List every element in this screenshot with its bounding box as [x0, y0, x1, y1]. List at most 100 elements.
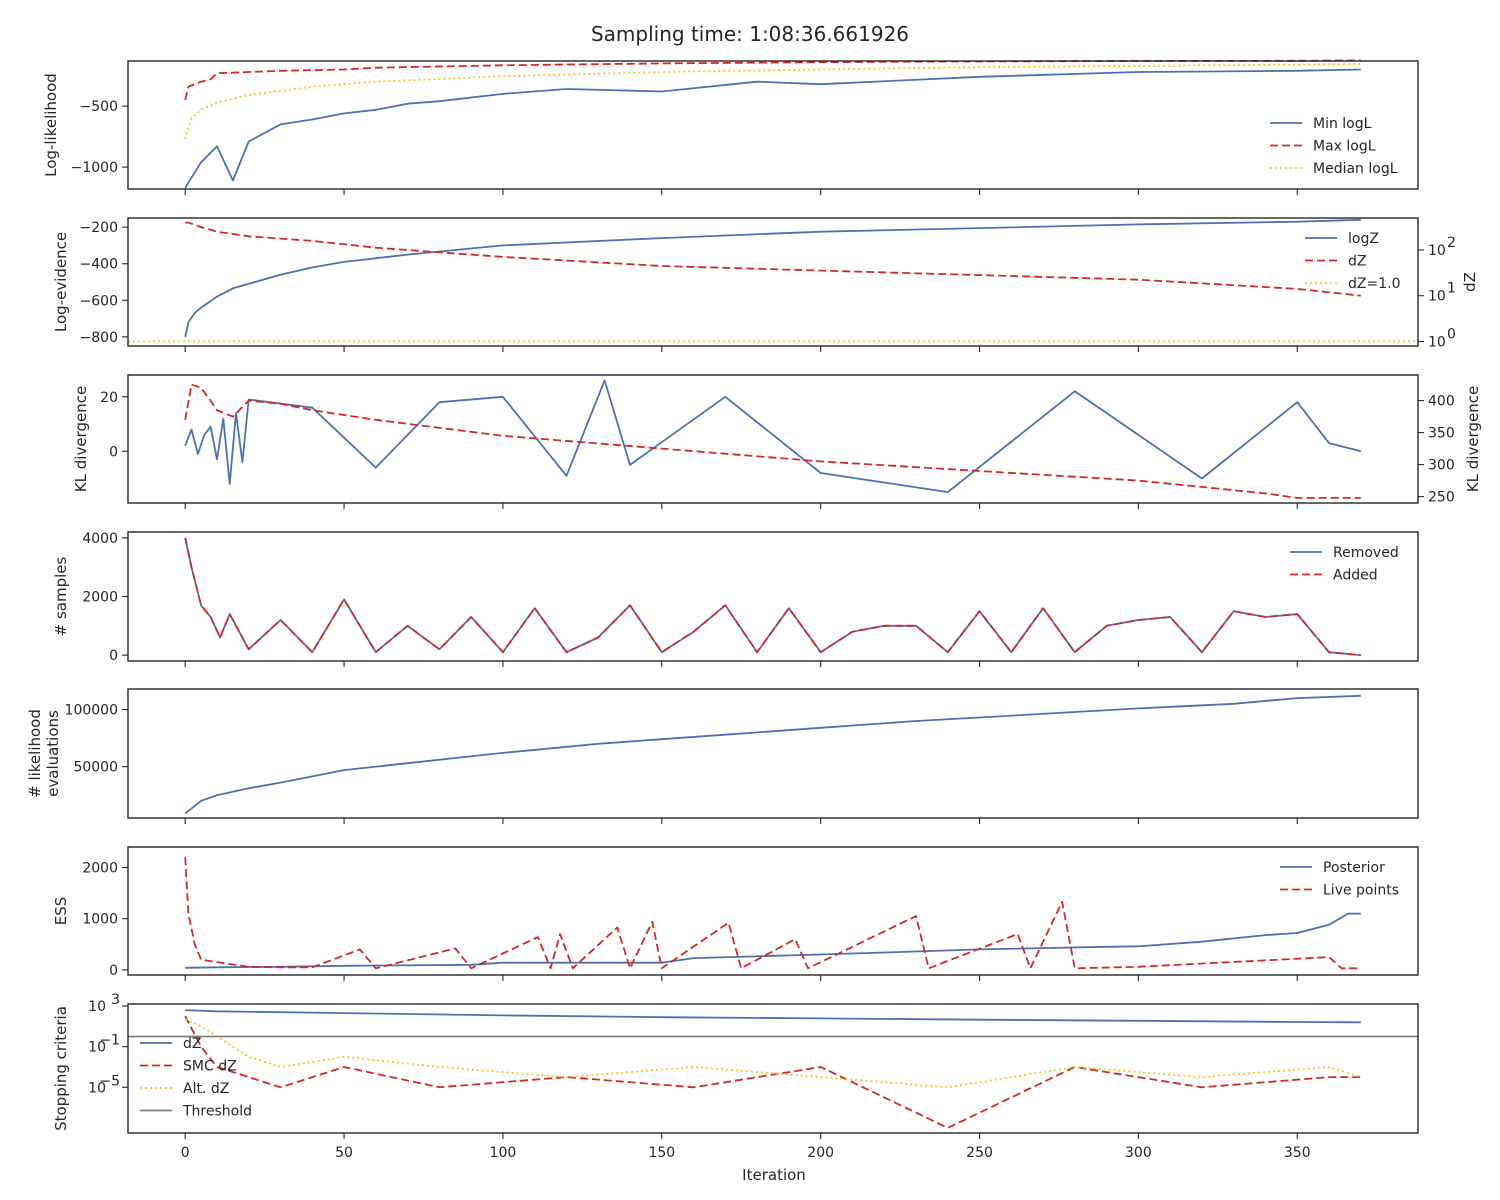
legend-entry: dZ — [183, 1036, 201, 1052]
x-tick-label: 300 — [1125, 1145, 1152, 1161]
y-tick-label: 1000 — [82, 912, 118, 928]
axes-frame — [127, 846, 1419, 976]
panel-5: 100000 50000 # likelihood evaluations — [26, 688, 1419, 824]
y-axis-label: # samples — [52, 556, 70, 636]
legend: Removed Added — [1290, 545, 1399, 584]
legend-entry: Removed — [1333, 545, 1399, 561]
y-tick-label: 0 — [109, 963, 118, 979]
series-live-points — [184, 857, 1361, 970]
legend-entry: SMC dZ — [183, 1059, 237, 1075]
y-axis-label: evaluations — [44, 710, 62, 797]
y-axis-label: KL divergence — [72, 386, 90, 492]
legend: Posterior Live points — [1280, 860, 1399, 899]
y-tick-label: −500 — [80, 99, 118, 115]
y-tick-label: −400 — [80, 257, 118, 273]
legend-entry: Min logL — [1313, 116, 1372, 132]
x-tick-label: 350 — [1284, 1145, 1311, 1161]
y-tick-label: 10 — [88, 1040, 106, 1056]
y-tick-label: 2000 — [82, 590, 118, 606]
y-right-tick-exponent: 1 — [1447, 281, 1456, 297]
legend-entry: dZ — [1348, 254, 1366, 270]
y-axis-label: Log-evidence — [52, 232, 70, 332]
series-smc-dz — [184, 1015, 1361, 1129]
y-right-tick-label: 250 — [1428, 490, 1455, 506]
axes-frame — [127, 531, 1419, 662]
x-axis-label: Iteration — [742, 1166, 806, 1184]
y-tick-label: 20 — [100, 390, 118, 406]
panel-6: 2000 1000 0 ESS Posterior Live points — [52, 846, 1419, 981]
y-tick-label: −600 — [80, 293, 118, 309]
legend-entry: Added — [1333, 568, 1378, 584]
legend: Min logL Max logL Median logL — [1270, 116, 1398, 177]
y-tick-label: −200 — [80, 220, 118, 236]
panel-4: 4000 2000 0 # samples Removed Added — [52, 531, 1419, 667]
y-right-tick-label: 10 — [1428, 289, 1446, 305]
legend-entry: Live points — [1323, 883, 1399, 899]
series-1 — [184, 379, 1362, 494]
axes-frame — [127, 374, 1419, 504]
series-dz — [185, 1009, 1361, 1024]
axes-frame — [127, 60, 1419, 190]
y-right-tick-label: 10 — [1428, 243, 1446, 259]
figure-title: Sampling time: 1:08:36.661926 — [591, 22, 909, 46]
axes-frame — [127, 217, 1419, 347]
x-tick-label: 150 — [648, 1145, 675, 1161]
y-right-tick-exponent: 2 — [1447, 235, 1456, 251]
y-tick-label: 50000 — [73, 760, 118, 776]
y-right-tick-label: 400 — [1428, 394, 1455, 410]
y-right-tick-label: 350 — [1428, 426, 1455, 442]
y-tick-exponent: −5 — [99, 1073, 120, 1089]
panel-3: 20 0 400 350 300 250 KL divergence KL divergenc… — [72, 374, 1482, 509]
y-tick-label: 4000 — [82, 531, 118, 547]
x-tick-label: 50 — [335, 1145, 353, 1161]
x-tick-label: 0 — [181, 1145, 190, 1161]
legend-entry: Alt. dZ — [183, 1081, 229, 1097]
series-added — [184, 537, 1361, 656]
legend: dZ SMC dZ Alt. dZ Threshold — [140, 1036, 252, 1120]
series-median-logl — [184, 63, 1361, 140]
legend-entry: logZ — [1348, 231, 1379, 247]
y-tick-label: 0 — [109, 444, 118, 460]
axes-frame — [127, 688, 1419, 819]
legend-entry: Threshold — [182, 1104, 252, 1120]
series-1 — [184, 694, 1361, 815]
series-posterior — [185, 912, 1361, 969]
series-alt-dz — [184, 1018, 1362, 1089]
y-tick-label: 100000 — [65, 703, 118, 719]
y-axis-label: Log-likelihood — [42, 73, 60, 177]
legend-entry: Max logL — [1313, 139, 1376, 155]
x-tick-label: 100 — [490, 1145, 517, 1161]
series-dz — [185, 221, 1361, 297]
y-axis-label: # likelihood — [26, 709, 44, 798]
y-tick-label: 0 — [109, 648, 118, 664]
legend-entry: dZ=1.0 — [1348, 276, 1400, 292]
series-min-logl — [184, 68, 1361, 189]
legend: logZ dZ dZ=1.0 — [1305, 231, 1400, 292]
axes-frame — [127, 1003, 1419, 1134]
y-tick-exponent: 3 — [111, 992, 120, 1008]
series-removed — [184, 537, 1361, 656]
y-right-tick-label: 300 — [1428, 458, 1455, 474]
y-tick-label: −800 — [80, 330, 118, 346]
x-tick-label: 200 — [807, 1145, 834, 1161]
legend-entry: Median logL — [1313, 161, 1398, 177]
y-axis-label-right: KL divergence — [1464, 386, 1482, 492]
y-axis-label: Stopping criteria — [52, 1006, 70, 1131]
y-right-tick-label: 10 — [1428, 334, 1446, 350]
legend-entry: Posterior — [1323, 860, 1385, 876]
y-tick-exponent: −1 — [99, 1033, 120, 1049]
y-tick-label: 10 — [88, 1080, 106, 1096]
y-tick-label: −1000 — [71, 160, 118, 176]
y-tick-label: 10 — [88, 999, 106, 1015]
y-right-tick-exponent: 0 — [1447, 326, 1456, 342]
series-2 — [184, 383, 1361, 499]
x-tick-label: 250 — [966, 1145, 993, 1161]
series-logz — [184, 218, 1361, 338]
y-axis-label-right: dZ — [1461, 272, 1479, 292]
y-tick-label: 2000 — [82, 860, 118, 876]
